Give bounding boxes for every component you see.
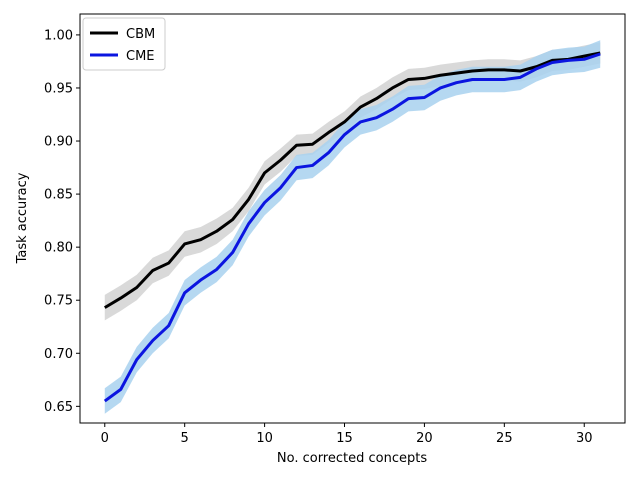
point-cbm-13 [311,143,314,146]
point-cbm-4 [167,262,170,265]
point-cme-10 [263,201,266,204]
confidence-bands [104,40,601,414]
point-cme-9 [247,222,250,225]
line-cme [103,52,601,403]
point-cme-3 [151,339,154,342]
point-cme-18 [391,108,394,111]
point-cme-17 [375,116,378,119]
point-cme-30 [583,58,586,61]
point-cme-11 [279,186,282,189]
point-cme-8 [231,251,234,254]
plot-frame [79,13,626,424]
point-cbm-30 [583,55,586,58]
point-cbm-11 [279,159,282,162]
point-cbm-24 [487,68,490,71]
x-tick-label-20: 20 [416,431,433,446]
x-tick-label-10: 10 [256,431,273,446]
point-cme-4 [167,324,170,327]
legend-box [82,17,166,71]
y-tick-label-0.70: 0.70 [44,347,73,362]
x-tick-label-25: 25 [496,431,513,446]
point-cme-28 [551,61,554,64]
y-tick-label-0.80: 0.80 [44,241,73,256]
x-tick-label-0: 0 [101,431,109,446]
point-cme-25 [503,78,506,81]
x-axis-label: No. corrected concepts [277,451,427,466]
y-tick-label-0.75: 0.75 [44,294,73,309]
point-cme-20 [423,96,426,99]
point-cme-27 [535,67,538,70]
point-cbm-6 [199,238,202,241]
point-cme-2 [135,358,138,361]
x-tick-label-5: 5 [181,431,189,446]
y-tick-label-0.90: 0.90 [44,135,73,150]
y-tick-label-0.95: 0.95 [44,81,73,96]
point-cbm-10 [263,171,266,174]
point-cbm-21 [439,74,442,77]
point-cme-12 [295,166,298,169]
point-cbm-12 [295,144,298,147]
point-cme-6 [199,279,202,282]
point-cbm-9 [247,198,250,201]
point-cbm-16 [359,106,362,109]
point-cme-19 [407,97,410,100]
point-cme-23 [471,78,474,81]
series-lines [103,51,602,403]
point-cme-21 [439,86,442,89]
x-axis-ticks: 0 5 10 15 20 25 30 [101,423,593,446]
point-cme-1 [119,388,122,391]
point-cbm-15 [343,120,346,123]
point-cbm-14 [327,131,330,134]
point-cme-29 [567,59,570,62]
y-tick-label-0.85: 0.85 [44,188,73,203]
legend-label-cme: CME [126,49,155,64]
line-cbm [104,51,601,309]
point-cbm-7 [215,230,218,233]
point-cbm-18 [391,86,394,89]
point-cbm-20 [423,77,426,80]
point-cbm-22 [455,72,458,75]
point-cme-14 [327,151,330,154]
y-axis-label: Task accuracy [15,172,30,264]
point-cbm-17 [375,97,378,100]
point-cbm-8 [231,218,234,221]
point-cbm-25 [503,68,506,71]
y-axis-ticks: 0.65 0.70 0.75 0.80 0.85 0.90 0.95 1.00 [44,28,80,415]
point-cme-0 [103,400,106,403]
legend: CBM CME [82,17,166,71]
x-tick-label-15: 15 [336,431,353,446]
y-tick-label-1.00: 1.00 [44,28,73,43]
point-cbm-3 [151,269,154,272]
point-cme-22 [455,81,458,84]
point-cbm-5 [183,242,186,245]
point-cbm-26 [519,69,522,72]
x-tick-label-30: 30 [576,431,593,446]
legend-label-cbm: CBM [126,27,155,42]
point-cbm-23 [471,69,474,72]
point-cbm-1 [119,297,122,300]
point-cme-5 [183,291,186,294]
point-cme-15 [343,133,346,136]
point-cme-13 [311,164,314,167]
y-tick-label-0.65: 0.65 [44,400,73,415]
point-cbm-0 [103,306,106,309]
point-cme-7 [215,268,218,271]
point-cme-26 [519,76,522,79]
point-cbm-19 [407,78,410,81]
point-cme-16 [359,120,362,123]
point-cme-31 [599,53,602,56]
point-cme-24 [487,78,490,81]
point-cbm-2 [135,286,138,289]
